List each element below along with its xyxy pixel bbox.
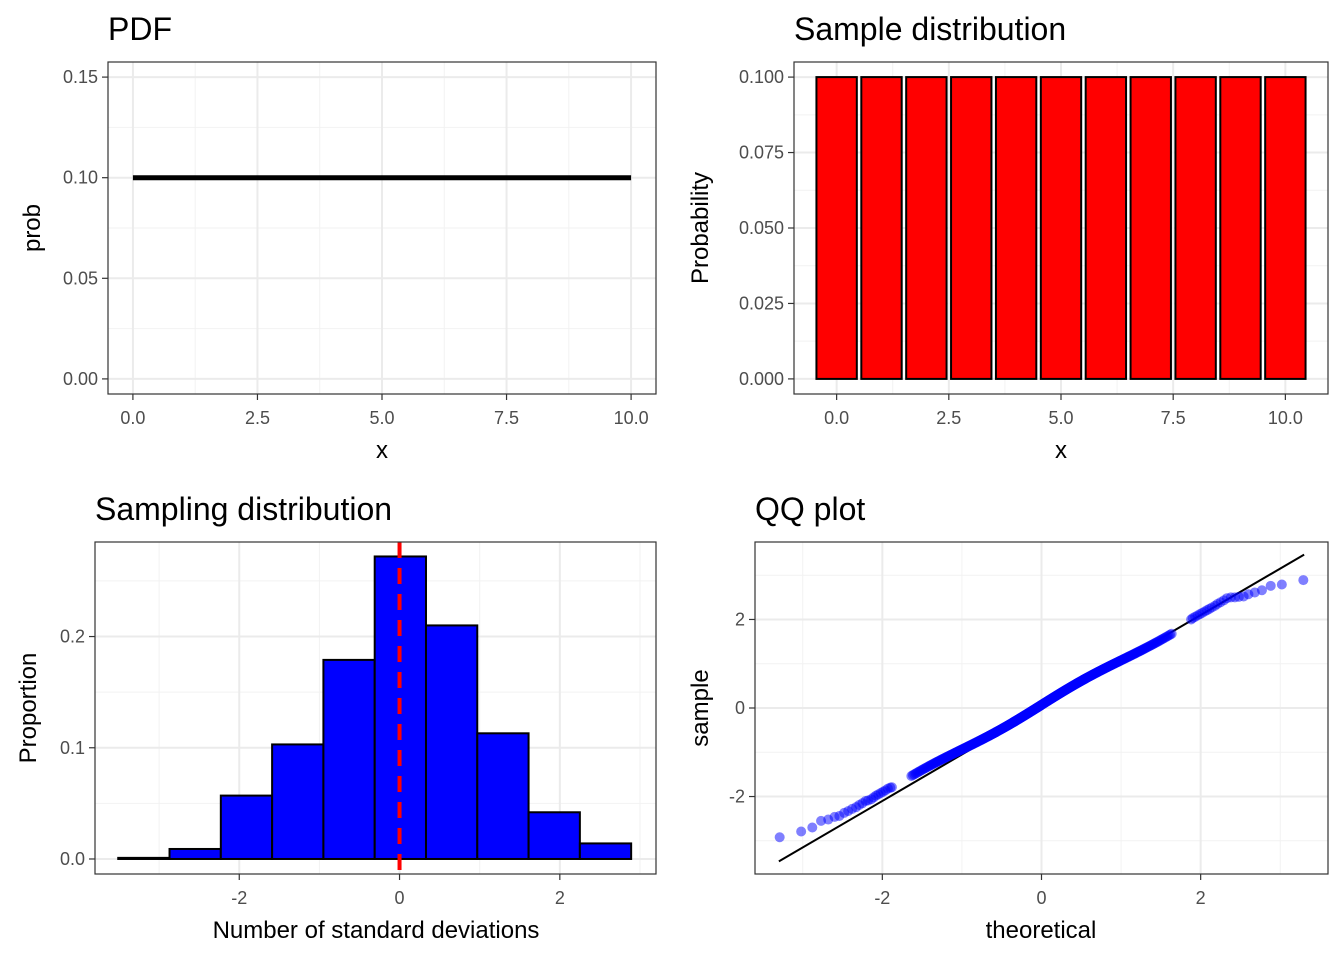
pdf-x-tick-label: 7.5: [494, 408, 519, 428]
qq-x-tick-label: -2: [874, 888, 890, 908]
sample-bar: [1219, 76, 1262, 380]
sample-x-tick-label: 7.5: [1161, 408, 1186, 428]
sample-x-tick-label: 0.0: [824, 408, 849, 428]
pdf-y-tick-label: 0.00: [63, 369, 98, 389]
sampling-x-tick-label: 0: [395, 888, 405, 908]
sampling-x-tick-label: 2: [555, 888, 565, 908]
qq-x-tick-label: 0: [1036, 888, 1046, 908]
pdf-y-tick-label: 0.05: [63, 268, 98, 288]
sampling-histogram-bar: [527, 811, 581, 860]
pdf-panel: 0.0 2.5 5.0 7.5 10.0 0.00 0.05 0.10 0.15 PDF x p…: [19, 11, 657, 464]
sample-y-axis-label: Probability: [687, 172, 714, 284]
sampling-histogram-bar: [117, 856, 171, 860]
sample-x-tick-label: 5.0: [1048, 408, 1073, 428]
sample-y-tick-label: 0.100: [739, 67, 784, 87]
qq-y-axis-label: sample: [687, 669, 714, 746]
qq-point: [1186, 614, 1197, 625]
sampling-y-tick-label: 0.0: [60, 849, 85, 869]
sampling-distribution-panel: -2 0 2 0.0 0.1 0.2 Sampling distribution Numb…: [15, 491, 657, 944]
sampling-plot-border: [94, 541, 657, 875]
pdf-y-axis-label: prob: [19, 204, 46, 252]
sample-x-tick-label: 2.5: [936, 408, 961, 428]
pdf-x-tick-label: 0.0: [120, 408, 145, 428]
pdf-x-axis-label: x: [376, 437, 388, 464]
sample-bar: [905, 76, 948, 380]
sampling-histogram-bar: [476, 732, 530, 860]
sample-y-tick-label: 0.000: [739, 369, 784, 389]
sample-bar: [1174, 76, 1217, 380]
sample-bar: [950, 76, 993, 380]
sampling-histogram-bar: [168, 847, 222, 860]
qq-y-tick-label: -2: [729, 787, 745, 807]
qq-y-tick-label: 0: [735, 698, 745, 718]
sample-bar: [1039, 76, 1083, 380]
sample-bar: [1084, 76, 1128, 380]
qq-point: [1265, 580, 1276, 591]
qq-point: [1298, 575, 1309, 586]
sampling-x-axis-label: Number of standard deviations: [213, 917, 540, 944]
sampling-histogram-bar: [424, 624, 479, 860]
sampling-histogram-bar: [578, 842, 633, 860]
sampling-y-axis-label: Proportion: [15, 653, 42, 764]
sample-bar: [860, 76, 903, 380]
pdf-y-tick-label: 0.10: [63, 168, 98, 188]
sample-y-tick-label: 0.075: [739, 143, 784, 163]
qq-point: [886, 782, 897, 793]
pdf-y-tick-label: 0.15: [63, 67, 98, 87]
sample-y-tick-label: 0.050: [739, 218, 784, 238]
sample-bar: [815, 76, 858, 380]
pdf-x-tick-label: 2.5: [245, 408, 270, 428]
sample-x-axis-label: x: [1055, 437, 1067, 464]
qq-point: [774, 832, 785, 843]
sampling-histogram-bar: [271, 743, 325, 860]
sample-bar: [1264, 76, 1307, 380]
sample-bar: [1129, 76, 1172, 380]
sampling-x-tick-label: -2: [231, 888, 247, 908]
qq-point: [1276, 579, 1287, 590]
sampling-y-tick-label: 0.1: [60, 738, 85, 758]
sampling-y-tick-label: 0.2: [60, 627, 85, 647]
sample-x-tick-label: 10.0: [1268, 408, 1303, 428]
sample-distribution-panel: 0.0 2.5 5.0 7.5 10.0 0.000 0.025 0.050 0.075 0.10…: [687, 11, 1329, 464]
sampling-histogram-bar: [322, 658, 376, 860]
qq-x-tick-label: 2: [1196, 888, 1206, 908]
qq-point: [1166, 628, 1177, 639]
qq-title: QQ plot: [755, 491, 865, 527]
qq-x-axis-label: theoretical: [986, 917, 1097, 944]
pdf-title: PDF: [108, 11, 172, 47]
qq-plot-panel: -2 0 2 -2 0 2 QQ plot theoretical sample: [687, 491, 1329, 944]
sample-title: Sample distribution: [794, 11, 1066, 47]
pdf-x-tick-label: 5.0: [369, 408, 394, 428]
pdf-x-tick-label: 10.0: [614, 408, 649, 428]
qq-point: [796, 826, 807, 837]
sampling-histogram-bar: [219, 794, 274, 860]
qq-y-tick-label: 2: [735, 609, 745, 629]
sampling-title: Sampling distribution: [95, 491, 392, 527]
qq-point: [807, 822, 818, 833]
sample-y-tick-label: 0.025: [739, 293, 784, 313]
sample-bar: [994, 76, 1038, 380]
